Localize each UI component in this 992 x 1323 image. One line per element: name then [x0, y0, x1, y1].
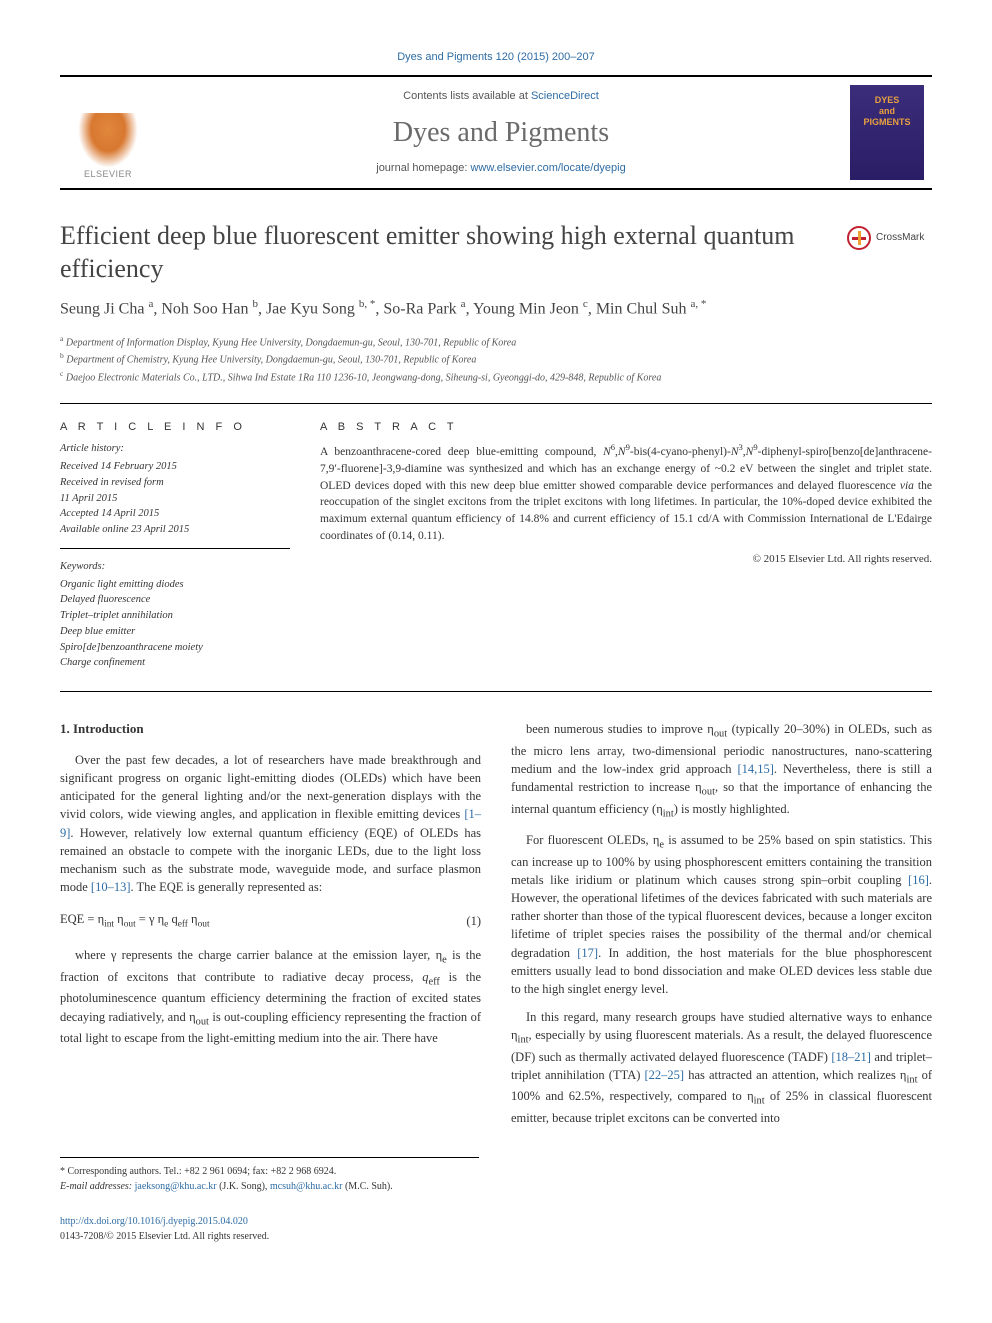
- paragraph: Over the past few decades, a lot of rese…: [60, 751, 481, 896]
- journal-name: Dyes and Pigments: [170, 113, 832, 152]
- contents-prefix: Contents lists available at: [403, 90, 531, 102]
- homepage-prefix: journal homepage:: [376, 162, 470, 174]
- homepage-line: journal homepage: www.elsevier.com/locat…: [170, 161, 832, 176]
- paragraph: been numerous studies to improve ηout (t…: [511, 720, 932, 821]
- abstract-column: A B S T R A C T A benzoanthracene-cored …: [320, 420, 932, 671]
- left-column: 1. Introduction Over the past few decade…: [60, 720, 481, 1137]
- cover-line1: DYES: [863, 95, 910, 106]
- affiliations: a Department of Information Display, Kyu…: [60, 333, 932, 385]
- publisher-logo-area: ELSEVIER: [60, 77, 160, 188]
- cover-line3: PIGMENTS: [863, 117, 910, 128]
- online-date: Available online 23 April 2015: [60, 522, 290, 538]
- affiliation-a: a Department of Information Display, Kyu…: [60, 333, 932, 350]
- equation-number: (1): [451, 912, 481, 930]
- email-who-2: (M.C. Suh).: [345, 1181, 393, 1192]
- abstract-text: A benzoanthracene-cored deep blue-emitti…: [320, 441, 932, 544]
- keyword: Spiro[de]benzoanthracene moiety: [60, 640, 290, 656]
- affiliation-c: c Daejoo Electronic Materials Co., LTD.,…: [60, 368, 932, 385]
- article-info-column: A R T I C L E I N F O Article history: R…: [60, 420, 290, 671]
- authors-list: Seung Ji Cha a, Noh Soo Han b, Jae Kyu S…: [60, 297, 932, 321]
- sciencedirect-link[interactable]: ScienceDirect: [531, 90, 599, 102]
- cover-line2: and: [863, 106, 910, 117]
- journal-cover: DYES and PIGMENTS: [850, 85, 924, 180]
- keyword: Delayed fluorescence: [60, 592, 290, 608]
- citation-header: Dyes and Pigments 120 (2015) 200–207: [60, 50, 932, 65]
- publisher-name: ELSEVIER: [84, 168, 132, 181]
- article-info-label: A R T I C L E I N F O: [60, 420, 290, 435]
- keyword: Triplet–triplet annihilation: [60, 608, 290, 624]
- keywords-block: Keywords: Organic light emitting diodes …: [60, 559, 290, 671]
- keyword: Deep blue emitter: [60, 624, 290, 640]
- email-who-1: (J.K. Song),: [219, 1181, 267, 1192]
- keywords-label: Keywords:: [60, 559, 290, 575]
- journal-masthead: ELSEVIER Contents lists available at Sci…: [60, 75, 932, 190]
- email-link-2[interactable]: mcsuh@khu.ac.kr: [270, 1181, 343, 1192]
- journal-cover-area: DYES and PIGMENTS: [842, 77, 932, 188]
- paragraph: where γ represents the charge carrier ba…: [60, 946, 481, 1047]
- elsevier-logo: ELSEVIER: [68, 100, 148, 180]
- elsevier-tree-icon: [78, 113, 138, 168]
- email-link-1[interactable]: jaeksong@khu.ac.kr: [135, 1181, 217, 1192]
- body-columns: 1. Introduction Over the past few decade…: [60, 720, 932, 1137]
- accepted-date: Accepted 14 April 2015: [60, 506, 290, 522]
- article-history: Article history: Received 14 February 20…: [60, 441, 290, 549]
- section-heading: 1. Introduction: [60, 720, 481, 739]
- page-footer: http://dx.doi.org/10.1016/j.dyepig.2015.…: [60, 1214, 932, 1244]
- keyword: Charge confinement: [60, 655, 290, 671]
- revised-line1: Received in revised form: [60, 475, 290, 491]
- crossmark-icon: [847, 226, 871, 250]
- article-title: Efficient deep blue fluorescent emitter …: [60, 220, 847, 285]
- paragraph: In this regard, many research groups hav…: [511, 1008, 932, 1127]
- crossmark-badge[interactable]: CrossMark: [847, 226, 932, 250]
- received-date: Received 14 February 2015: [60, 459, 290, 475]
- footnotes: * Corresponding authors. Tel.: +82 2 961…: [60, 1157, 479, 1194]
- affiliation-b: b Department of Chemistry, Kyung Hee Uni…: [60, 350, 932, 367]
- history-label: Article history:: [60, 441, 290, 457]
- issn-copyright: 0143-7208/© 2015 Elsevier Ltd. All right…: [60, 1229, 932, 1244]
- equation-row: EQE = ηint ηout = γ ηe qeff ηout (1): [60, 910, 481, 932]
- doi-link[interactable]: http://dx.doi.org/10.1016/j.dyepig.2015.…: [60, 1214, 932, 1229]
- crossmark-label: CrossMark: [876, 231, 924, 245]
- abstract-copyright: © 2015 Elsevier Ltd. All rights reserved…: [320, 552, 932, 567]
- contents-line: Contents lists available at ScienceDirec…: [170, 89, 832, 104]
- masthead-center: Contents lists available at ScienceDirec…: [160, 77, 842, 188]
- email-line: E-mail addresses: jaeksong@khu.ac.kr (J.…: [60, 1179, 479, 1194]
- paragraph: For fluorescent OLEDs, ηe is assumed to …: [511, 831, 932, 998]
- abstract-label: A B S T R A C T: [320, 420, 932, 435]
- right-column: been numerous studies to improve ηout (t…: [511, 720, 932, 1137]
- homepage-link[interactable]: www.elsevier.com/locate/dyepig: [470, 162, 625, 174]
- equation: EQE = ηint ηout = γ ηe qeff ηout: [60, 910, 451, 932]
- revised-line2: 11 April 2015: [60, 491, 290, 507]
- corresponding-author: * Corresponding authors. Tel.: +82 2 961…: [60, 1164, 479, 1179]
- keyword: Organic light emitting diodes: [60, 577, 290, 593]
- email-label: E-mail addresses:: [60, 1181, 132, 1192]
